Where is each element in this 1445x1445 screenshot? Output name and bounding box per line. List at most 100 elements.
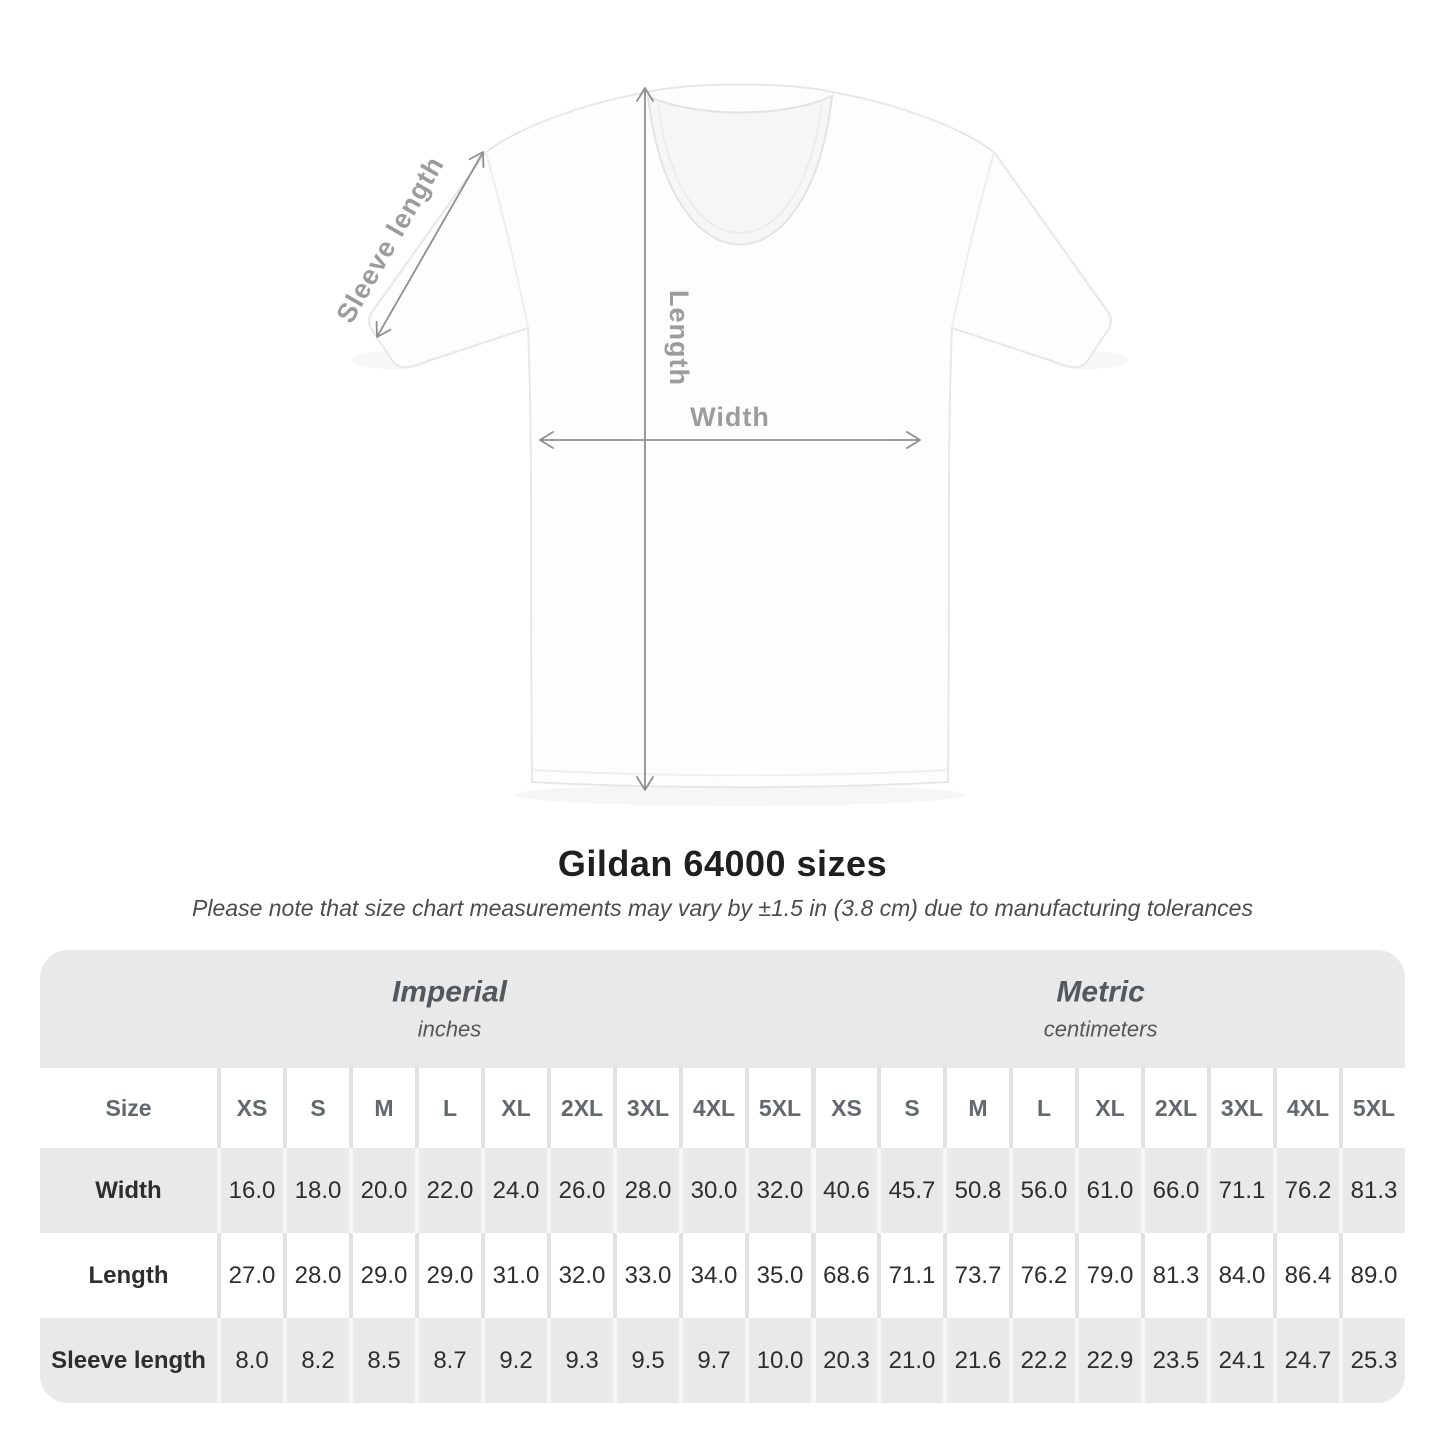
cell: 22.0 — [415, 1148, 481, 1233]
size-header-imperial: L — [415, 1068, 481, 1148]
hem-seam — [533, 769, 947, 777]
armhole-seam — [485, 151, 529, 329]
imperial-label: Imperial — [391, 975, 508, 1009]
cell: 24.7 — [1273, 1318, 1339, 1403]
cell: 22.2 — [1009, 1318, 1075, 1403]
cell: 23.5 — [1141, 1318, 1207, 1403]
size-header-metric: XL — [1075, 1068, 1141, 1148]
cell: 71.1 — [877, 1233, 943, 1318]
cell: 8.0 — [217, 1318, 283, 1403]
size-table: Imperial inches Metric centimeters Size … — [40, 950, 1405, 1403]
cell: 20.3 — [811, 1318, 877, 1403]
cell: 28.0 — [613, 1148, 679, 1233]
cell: 89.0 — [1339, 1233, 1405, 1318]
cell: 9.2 — [481, 1318, 547, 1403]
metric-header: Metric centimeters — [1044, 976, 1158, 1043]
tolerance-note: Please note that size chart measurements… — [192, 895, 1253, 921]
size-header-metric: 2XL — [1141, 1068, 1207, 1148]
cell: 61.0 — [1075, 1148, 1141, 1233]
cell: 20.0 — [349, 1148, 415, 1233]
size-header-imperial: 2XL — [547, 1068, 613, 1148]
row-label: Length — [40, 1233, 217, 1318]
cell: 25.3 — [1339, 1318, 1405, 1403]
cell: 84.0 — [1207, 1233, 1273, 1318]
cell: 68.6 — [811, 1233, 877, 1318]
size-header-metric: 4XL — [1273, 1068, 1339, 1148]
cell: 86.4 — [1273, 1233, 1339, 1318]
cell: 24.1 — [1207, 1318, 1273, 1403]
cell: 8.5 — [349, 1318, 415, 1403]
cell: 35.0 — [745, 1233, 811, 1318]
cell: 76.2 — [1009, 1233, 1075, 1318]
table-row-sleeve-length: Sleeve length 8.0 8.2 8.5 8.7 9.2 9.3 9.… — [40, 1318, 1405, 1403]
cell: 81.3 — [1141, 1233, 1207, 1318]
cell: 40.6 — [811, 1148, 877, 1233]
size-header-imperial: XL — [481, 1068, 547, 1148]
cell: 73.7 — [943, 1233, 1009, 1318]
cell: 27.0 — [217, 1233, 283, 1318]
size-header-metric: 3XL — [1207, 1068, 1273, 1148]
size-header-imperial: 4XL — [679, 1068, 745, 1148]
cell: 32.0 — [547, 1233, 613, 1318]
size-header-imperial: 5XL — [745, 1068, 811, 1148]
page-title: Gildan 64000 sizes — [557, 843, 888, 884]
cell: 16.0 — [217, 1148, 283, 1233]
width-arrow — [539, 431, 921, 449]
cell: 66.0 — [1141, 1148, 1207, 1233]
length-arrow — [636, 87, 654, 791]
size-header-imperial: XS — [217, 1068, 283, 1148]
size-header-row: Size XS S M L XL 2XL 3XL 4XL 5XL XS S M … — [40, 1068, 1405, 1148]
cell: 29.0 — [349, 1233, 415, 1318]
width-label: Width — [690, 402, 770, 432]
imperial-sublabel: inches — [417, 1016, 482, 1042]
size-header-metric: S — [877, 1068, 943, 1148]
cell: 21.6 — [943, 1318, 1009, 1403]
cell: 9.7 — [679, 1318, 745, 1403]
cell: 18.0 — [283, 1148, 349, 1233]
cell: 45.7 — [877, 1148, 943, 1233]
sleeve-length-arrow — [375, 151, 485, 338]
hem-shadow — [515, 784, 965, 806]
size-header-imperial: S — [283, 1068, 349, 1148]
title-block: Gildan 64000 sizes Please note that size… — [0, 843, 1445, 922]
row-label: Sleeve length — [40, 1318, 217, 1403]
cell: 9.3 — [547, 1318, 613, 1403]
cell: 26.0 — [547, 1148, 613, 1233]
size-header-metric: L — [1009, 1068, 1075, 1148]
cell: 22.9 — [1075, 1318, 1141, 1403]
cell: 9.5 — [613, 1318, 679, 1403]
units-header-band: Imperial inches Metric centimeters — [40, 950, 1405, 1068]
cell: 81.3 — [1339, 1148, 1405, 1233]
table-row-width: Width 16.0 18.0 20.0 22.0 24.0 26.0 28.0… — [40, 1148, 1405, 1233]
size-header-metric: 5XL — [1339, 1068, 1405, 1148]
cell: 33.0 — [613, 1233, 679, 1318]
armhole-seam — [951, 151, 995, 329]
cell: 29.0 — [415, 1233, 481, 1318]
cell: 71.1 — [1207, 1148, 1273, 1233]
metric-label: Metric — [1056, 975, 1145, 1009]
cell: 34.0 — [679, 1233, 745, 1318]
cell: 8.7 — [415, 1318, 481, 1403]
size-header-metric: M — [943, 1068, 1009, 1148]
cell: 30.0 — [679, 1148, 745, 1233]
size-header-imperial: M — [349, 1068, 415, 1148]
cell: 28.0 — [283, 1233, 349, 1318]
metric-sublabel: centimeters — [1043, 1016, 1158, 1042]
cell: 10.0 — [745, 1318, 811, 1403]
length-label: Length — [664, 290, 694, 386]
tshirt-measurement-figure: Width Length Sleeve length — [280, 60, 1160, 840]
cell: 8.2 — [283, 1318, 349, 1403]
size-header-metric: XS — [811, 1068, 877, 1148]
row-label: Width — [40, 1148, 217, 1233]
cell: 56.0 — [1009, 1148, 1075, 1233]
imperial-header: Imperial inches — [392, 976, 507, 1043]
collar-seam — [657, 103, 823, 234]
cell: 31.0 — [481, 1233, 547, 1318]
cell: 24.0 — [481, 1148, 547, 1233]
cell: 76.2 — [1273, 1148, 1339, 1233]
size-corner-header: Size — [40, 1068, 217, 1148]
size-header-imperial: 3XL — [613, 1068, 679, 1148]
cell: 21.0 — [877, 1318, 943, 1403]
table-row-length: Length 27.0 28.0 29.0 29.0 31.0 32.0 33.… — [40, 1233, 1405, 1318]
